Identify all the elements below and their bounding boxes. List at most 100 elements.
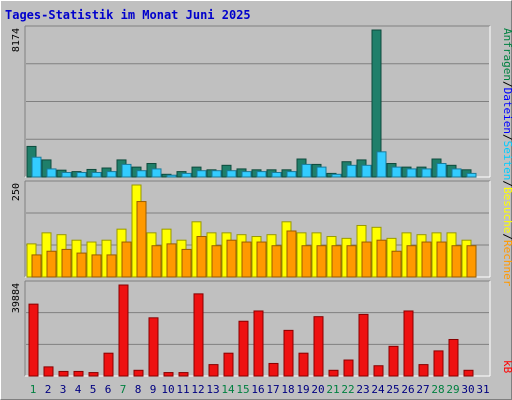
bar-kb-kb-day-3 <box>58 370 69 377</box>
bar-visits-rechner-day-25 <box>391 250 402 278</box>
x-label-day-23: 23 <box>356 383 369 396</box>
bar-kb-kb-day-2 <box>43 366 54 377</box>
bar-visits-rechner-day-15 <box>241 241 252 278</box>
bar-visits-rechner-day-6 <box>106 254 117 278</box>
bar-requests-dateien-day-29 <box>451 168 462 178</box>
x-label-day-28: 28 <box>431 383 444 396</box>
bar-requests-dateien-day-12 <box>196 170 207 178</box>
bar-kb-kb-day-22 <box>343 359 354 377</box>
bar-requests-dateien-day-24 <box>376 151 387 178</box>
bar-requests-dateien-day-5 <box>91 172 102 178</box>
bar-kb-kb-day-19 <box>298 352 309 377</box>
bar-requests-dateien-day-11 <box>181 172 192 178</box>
bar-visits-rechner-day-10 <box>166 243 177 278</box>
bar-requests-dateien-day-6 <box>106 171 117 178</box>
bar-kb-kb-day-10 <box>163 372 174 377</box>
bar-requests-dateien-day-8 <box>136 170 147 178</box>
bar-kb-kb-day-27 <box>418 364 429 377</box>
bar-requests-dateien-day-15 <box>241 171 252 178</box>
bar-kb-kb-day-20 <box>313 316 324 377</box>
bar-kb-kb-day-18 <box>283 329 294 377</box>
x-label-day-27: 27 <box>416 383 429 396</box>
bar-kb-kb-day-14 <box>223 352 234 377</box>
bar-visits-rechner-day-4 <box>76 252 87 278</box>
bar-requests-dateien-day-7 <box>121 163 132 178</box>
legend-top-series-item: Anfragen <box>501 28 512 81</box>
bar-visits-rechner-day-17 <box>271 245 282 278</box>
bar-visits-rechner-day-26 <box>406 245 417 278</box>
x-label-day-30: 30 <box>461 383 474 396</box>
panel-kb-ymax-label: 39884 <box>11 283 22 313</box>
bar-requests-dateien-day-30 <box>466 172 477 178</box>
legend-top-series-item: Rechner <box>501 240 512 287</box>
x-label-day-14: 14 <box>221 383 235 396</box>
bar-visits-rechner-day-2 <box>46 250 57 278</box>
x-label-day-29: 29 <box>446 383 459 396</box>
legend-top-series-item: / <box>501 134 512 141</box>
x-label-day-21: 21 <box>326 383 339 396</box>
bar-visits-rechner-day-13 <box>211 245 222 278</box>
bar-requests-dateien-day-1 <box>31 156 42 178</box>
bar-kb-kb-day-23 <box>358 313 369 377</box>
x-label-day-18: 18 <box>281 383 294 396</box>
bar-kb-kb-day-21 <box>328 369 339 377</box>
bar-kb-kb-day-11 <box>178 372 189 377</box>
bar-requests-dateien-day-28 <box>436 163 447 178</box>
legend-top-series-item: / <box>501 81 512 88</box>
panel-requests-ymax-label: 8174 <box>11 28 22 52</box>
x-label-day-8: 8 <box>135 383 142 396</box>
bar-kb-kb-day-13 <box>208 364 219 377</box>
x-label-day-7: 7 <box>120 383 127 396</box>
bar-kb-kb-day-1 <box>28 303 39 377</box>
x-label-day-9: 9 <box>150 383 157 396</box>
bar-visits-rechner-day-23 <box>361 241 372 278</box>
bar-visits-rechner-day-29 <box>451 245 462 278</box>
bar-visits-rechner-day-21 <box>331 245 342 278</box>
chart-title: Tages-Statistik im Monat Juni 2025 <box>5 8 251 22</box>
bar-visits-rechner-day-8 <box>136 201 147 278</box>
legend-top-series-item: / <box>501 233 512 240</box>
x-label-day-11: 11 <box>176 383 189 396</box>
x-label-day-24: 24 <box>371 383 385 396</box>
bar-requests-dateien-day-4 <box>76 172 87 178</box>
bar-visits-rechner-day-28 <box>436 241 447 278</box>
bar-requests-dateien-day-20 <box>316 166 327 178</box>
bar-requests-dateien-day-16 <box>256 171 267 178</box>
x-label-day-2: 2 <box>45 383 52 396</box>
bar-visits-rechner-day-9 <box>151 245 162 278</box>
bar-requests-dateien-day-21 <box>331 173 342 178</box>
bar-kb-kb-day-6 <box>103 352 114 377</box>
bar-kb-kb-day-26 <box>403 310 414 377</box>
x-label-day-13: 13 <box>206 383 219 396</box>
legend-kb: kB <box>501 360 512 374</box>
bar-kb-kb-day-24 <box>373 365 384 377</box>
bar-visits-rechner-day-20 <box>316 245 327 278</box>
bar-requests-dateien-day-9 <box>151 168 162 178</box>
bar-visits-rechner-day-3 <box>61 248 72 278</box>
bar-visits-rechner-day-11 <box>181 248 192 278</box>
x-label-day-22: 22 <box>341 383 354 396</box>
bar-requests-dateien-day-17 <box>271 172 282 178</box>
bar-requests-dateien-day-18 <box>286 171 297 178</box>
bar-requests-dateien-day-23 <box>361 164 372 178</box>
legend-top-series-item: Seiten <box>501 141 512 181</box>
x-label-day-20: 20 <box>311 383 324 396</box>
bar-requests-dateien-day-13 <box>211 170 222 178</box>
legend-kb-item: kB <box>501 360 512 374</box>
bar-visits-rechner-day-14 <box>226 239 237 278</box>
bar-kb-kb-day-17 <box>268 362 279 377</box>
bar-kb-kb-day-8 <box>133 369 144 377</box>
x-label-day-12: 12 <box>191 383 204 396</box>
bar-kb-kb-day-12 <box>193 293 204 377</box>
bar-requests-dateien-day-10 <box>166 174 177 178</box>
x-label-day-26: 26 <box>401 383 414 396</box>
bar-kb-kb-day-15 <box>238 320 249 377</box>
legend-top-series-item: / <box>501 180 512 187</box>
bar-requests-dateien-day-26 <box>406 168 417 178</box>
bar-kb-kb-day-30 <box>463 369 474 377</box>
bar-visits-rechner-day-1 <box>31 254 42 278</box>
x-label-day-25: 25 <box>386 383 399 396</box>
bar-visits-rechner-day-16 <box>256 241 267 278</box>
bar-kb-kb-day-7 <box>118 284 129 377</box>
